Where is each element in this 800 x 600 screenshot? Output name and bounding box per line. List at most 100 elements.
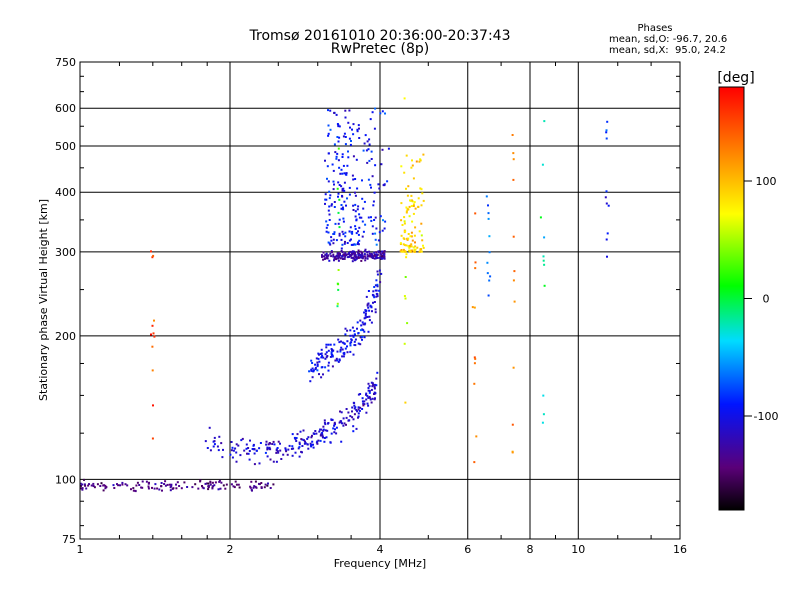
- data-point: [298, 443, 301, 446]
- data-point: [371, 293, 374, 296]
- data-point: [314, 363, 317, 366]
- data-point: [337, 159, 340, 162]
- data-point: [92, 485, 95, 487]
- data-point: [324, 193, 327, 196]
- data-point: [151, 369, 154, 372]
- data-point: [350, 256, 353, 259]
- data-point: [212, 485, 215, 488]
- data-point: [331, 163, 334, 166]
- data-point: [360, 256, 363, 259]
- data-point: [175, 483, 177, 486]
- data-point: [351, 416, 354, 419]
- data-point: [473, 362, 476, 365]
- data-point: [399, 242, 402, 245]
- data-point: [340, 185, 343, 188]
- data-point: [367, 178, 370, 181]
- data-point: [280, 458, 283, 460]
- data-point: [511, 423, 514, 426]
- data-point: [327, 134, 330, 137]
- data-point: [420, 250, 423, 253]
- data-point: [326, 355, 329, 357]
- data-point: [346, 329, 349, 332]
- data-point: [251, 489, 253, 492]
- data-point: [211, 487, 214, 490]
- data-point: [361, 321, 364, 324]
- data-point: [347, 156, 350, 159]
- data-point: [376, 273, 379, 276]
- data-point: [413, 250, 416, 253]
- data-point: [207, 485, 210, 488]
- data-point: [350, 341, 353, 344]
- data-point: [342, 254, 345, 257]
- data-point: [104, 487, 107, 490]
- data-point: [356, 243, 359, 245]
- data-point: [419, 159, 422, 162]
- data-point: [333, 231, 336, 234]
- data-point: [349, 350, 352, 353]
- data-point: [606, 255, 608, 258]
- data-point: [229, 453, 232, 456]
- data-point: [218, 480, 221, 483]
- data-point: [328, 242, 331, 245]
- data-point: [351, 406, 354, 409]
- data-point: [375, 253, 378, 256]
- data-point: [337, 222, 340, 225]
- data-point: [344, 109, 347, 112]
- data-point: [342, 220, 345, 223]
- data-point: [325, 230, 328, 233]
- data-point: [416, 246, 419, 249]
- data-point: [161, 489, 163, 492]
- data-point: [367, 330, 370, 333]
- data-point: [339, 257, 342, 260]
- data-point: [409, 235, 412, 238]
- data-point: [361, 400, 364, 403]
- data-point: [284, 447, 287, 450]
- data-point: [349, 126, 351, 129]
- data-point: [373, 251, 376, 254]
- data-point: [316, 365, 319, 368]
- data-point: [364, 314, 367, 317]
- data-point: [511, 134, 514, 136]
- data-point: [326, 224, 329, 227]
- data-point: [264, 451, 267, 454]
- data-point: [99, 485, 102, 487]
- data-point: [319, 439, 322, 442]
- data-point: [321, 366, 324, 369]
- data-point: [326, 177, 328, 180]
- data-point: [343, 172, 346, 175]
- data-point: [209, 483, 212, 486]
- data-point: [341, 230, 344, 233]
- data-point: [373, 127, 376, 130]
- data-point: [414, 226, 417, 229]
- data-point: [411, 239, 414, 242]
- data-point: [147, 487, 150, 490]
- data-point: [277, 440, 280, 443]
- data-point: [232, 449, 235, 452]
- data-point: [363, 253, 366, 256]
- data-point: [352, 133, 355, 136]
- data-point: [420, 188, 423, 191]
- data-point: [235, 451, 238, 454]
- data-point: [164, 480, 167, 483]
- data-point: [542, 394, 545, 397]
- data-point: [260, 486, 263, 489]
- y-tick-label: 300: [55, 246, 76, 259]
- data-point: [357, 342, 360, 345]
- data-point: [419, 187, 422, 190]
- data-point: [408, 249, 410, 252]
- data-point: [410, 231, 413, 234]
- data-point: [357, 415, 360, 418]
- data-point: [513, 300, 516, 303]
- data-point: [379, 252, 382, 254]
- data-point: [249, 439, 251, 442]
- data-point: [358, 216, 361, 219]
- data-point: [338, 226, 341, 229]
- data-point: [224, 487, 227, 490]
- data-point: [332, 188, 335, 191]
- data-point: [340, 346, 343, 349]
- data-point: [381, 110, 384, 113]
- data-point: [402, 248, 405, 251]
- data-point: [381, 148, 384, 151]
- data-point: [340, 247, 343, 250]
- data-point: [317, 352, 320, 355]
